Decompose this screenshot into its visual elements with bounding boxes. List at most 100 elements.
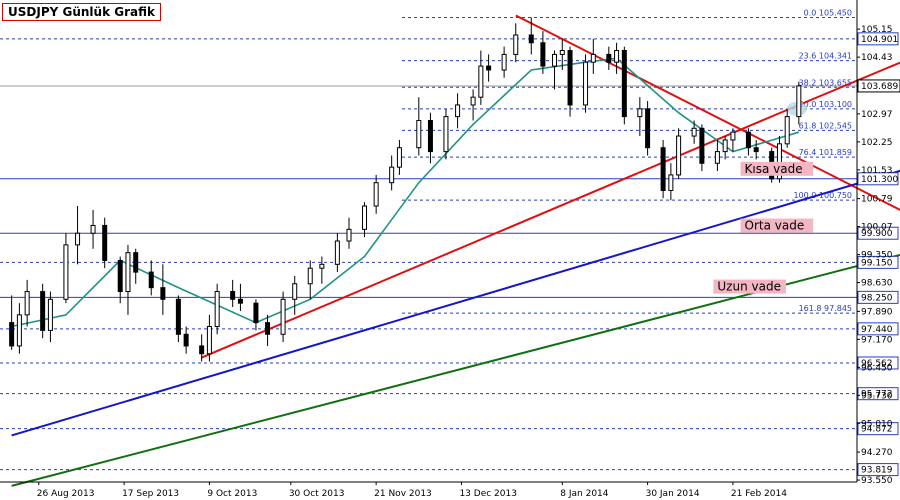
trendline	[515, 14, 900, 211]
price-tick-label: 97.890	[861, 307, 893, 317]
fib-level-label: 38.2 103.655	[799, 78, 852, 87]
candle-body	[334, 240, 340, 265]
level-price-text: 104.901	[861, 35, 898, 45]
candle-body	[513, 34, 519, 55]
candle-body	[455, 104, 461, 118]
level-price-tag	[857, 172, 899, 186]
candle-body	[637, 108, 643, 118]
candle-body	[676, 135, 682, 176]
level-price-text: 101.300	[861, 175, 898, 185]
candle-body	[148, 271, 154, 289]
date-axis: 26 Aug 2013 17 Sep 2013 9 Oct 2013 30 Oct 2…	[0, 481, 857, 499]
price-tick-label: 100.07	[861, 223, 893, 233]
candle-body	[745, 131, 751, 149]
candle-body	[567, 50, 573, 106]
candle-body	[722, 139, 728, 153]
price-tick-label: 102.97	[861, 110, 893, 120]
candle-body	[559, 50, 565, 55]
candle-body	[75, 232, 81, 246]
annotations: Kısa vade Orta vade Uzun vade	[713, 161, 814, 294]
candle-body	[427, 120, 433, 153]
trend-label: Uzun vade	[717, 280, 781, 294]
trend-label-bg	[740, 218, 814, 233]
level-price-tag	[857, 356, 899, 370]
level-price-text: 96.562	[861, 359, 893, 369]
candles	[9, 17, 807, 362]
price-tick-label: 99.350	[861, 251, 893, 261]
candle-body	[416, 120, 422, 149]
candle-body	[784, 116, 790, 145]
price-tick-label: 104.43	[861, 53, 893, 63]
date-tick-label: 13 Dec 2013	[459, 489, 517, 499]
price-tick-label: 95.010	[861, 419, 893, 429]
level-price-tag	[857, 463, 899, 477]
level-price-tag	[857, 422, 899, 436]
candle-body	[396, 147, 402, 168]
candle-body	[175, 298, 181, 335]
candle-body	[389, 166, 395, 184]
trend-label: Kısa vade	[745, 162, 803, 176]
candle-body	[583, 61, 589, 106]
price-tick-label: 100.79	[861, 195, 893, 205]
candle-body	[183, 333, 189, 347]
candle-body	[280, 298, 286, 335]
fib-level-label: 0.0 105.450	[804, 8, 852, 17]
price-tick-label: 101.53	[861, 166, 893, 176]
candle-body	[265, 322, 271, 335]
candle-body	[133, 252, 139, 273]
trend-label: Orta vade	[745, 219, 805, 233]
trend-label-bg	[740, 161, 814, 176]
level-price-text: 99.150	[861, 258, 893, 268]
candle-body	[668, 174, 674, 191]
candle-body	[160, 287, 166, 300]
current-price-tag	[857, 79, 900, 93]
fib-level-label: 50.0 103.100	[799, 100, 852, 109]
level-price-tag	[857, 322, 899, 336]
candle-body	[614, 50, 620, 63]
candle-body	[230, 291, 236, 300]
date-tick-label: 9 Oct 2013	[207, 489, 257, 499]
candle-body	[199, 345, 205, 355]
date-tick-label: 21 Feb 2014	[731, 489, 787, 499]
candle-body	[590, 53, 596, 63]
fib-level-label: 23.6 104.341	[799, 52, 852, 61]
price-tick-label: 98.630	[861, 279, 893, 289]
candle-body	[478, 65, 484, 98]
price-tick-label: 102.25	[861, 138, 893, 148]
level-price-text: 93.819	[861, 466, 893, 476]
price-axis: 104.901 101.300 99.900 99.150 98.250 97.440 96…	[856, 0, 900, 486]
candle-body	[796, 85, 802, 118]
candle-body	[319, 263, 325, 269]
candle-body	[237, 298, 243, 304]
trendline	[11, 169, 900, 437]
date-tick-label: 21 Nov 2013	[374, 489, 432, 499]
level-price-tag	[857, 387, 899, 401]
candle-body	[47, 298, 53, 331]
candle-body	[24, 291, 30, 316]
price-tick-label: 97.170	[861, 335, 893, 345]
candle-body	[660, 147, 666, 191]
candle-body	[63, 244, 69, 300]
candle-body	[125, 252, 131, 293]
date-tick-label: 26 Aug 2013	[37, 489, 95, 499]
candle-body	[443, 116, 449, 153]
date-tick-label: 30 Oct 2013	[289, 489, 345, 499]
price-tick-label: 93.550	[861, 476, 893, 486]
candle-body	[621, 50, 627, 118]
chart-title: USDJPY Günlük Grafik	[2, 3, 161, 21]
level-price-text: 95.772	[861, 390, 893, 400]
date-tick-label: 30 Jan 2014	[646, 489, 700, 499]
moving-average	[11, 57, 800, 328]
candle-body	[206, 326, 212, 355]
date-tick-label: 17 Sep 2013	[122, 489, 179, 499]
candle-body	[307, 267, 313, 285]
candle-body	[214, 291, 220, 328]
fib-level-label: 61.8 102.545	[799, 121, 852, 130]
trend-label-bg	[713, 279, 786, 294]
level-price-tag	[857, 290, 899, 304]
candle-body	[606, 53, 612, 63]
price-tick-label: 105.15	[861, 25, 893, 35]
candle-body	[540, 42, 546, 67]
price-tick-label: 96.450	[861, 363, 893, 373]
